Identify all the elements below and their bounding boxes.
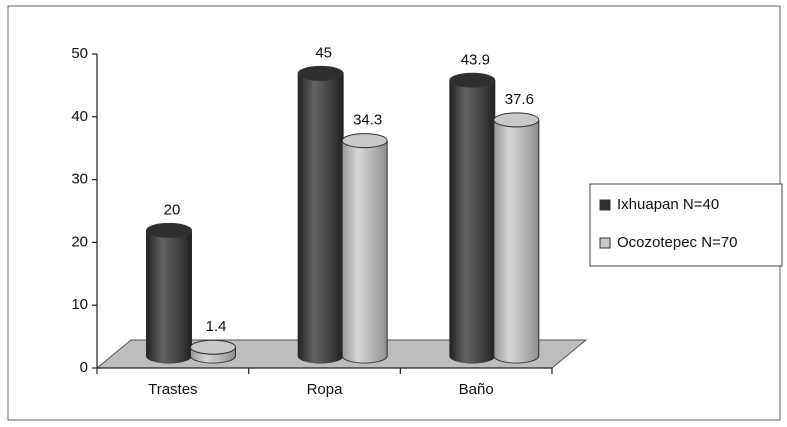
- y-tick-label: 10: [71, 296, 88, 313]
- value-label: 20: [164, 201, 181, 218]
- value-label: 45: [315, 44, 332, 61]
- y-tick-label: 0: [80, 359, 88, 376]
- bar-shade: [190, 347, 236, 363]
- bar-top: [449, 72, 496, 88]
- legend-box: [589, 183, 783, 267]
- bar-shade: [449, 80, 495, 364]
- x-tick-label: Baño: [459, 381, 494, 398]
- bar-shade: [146, 230, 192, 363]
- y-tick-label: 40: [71, 108, 88, 125]
- bar-top: [190, 339, 236, 355]
- legend-label: Ocozotepec N=70: [617, 234, 738, 251]
- value-label: 34.3: [353, 112, 382, 129]
- y-tick-label: 30: [71, 171, 88, 188]
- bar-top: [493, 112, 540, 128]
- legend-swatch: [599, 237, 611, 249]
- x-tick-label: Ropa: [307, 381, 344, 398]
- bar-top: [341, 133, 388, 149]
- value-label: 1.4: [206, 318, 227, 335]
- y-tick-label: 20: [71, 233, 88, 250]
- x-tick-label: Trastes: [148, 381, 197, 398]
- bar-top: [146, 222, 192, 238]
- bar-shade: [493, 119, 539, 363]
- value-label: 43.9: [461, 51, 490, 68]
- y-tick-label: 50: [71, 45, 88, 62]
- bar-shade: [342, 140, 388, 363]
- bar-top: [297, 65, 344, 81]
- legend-label: Ixhuapan N=40: [617, 196, 719, 213]
- value-label: 37.6: [505, 91, 534, 108]
- bar-shade: [298, 73, 344, 364]
- legend-swatch: [599, 199, 611, 211]
